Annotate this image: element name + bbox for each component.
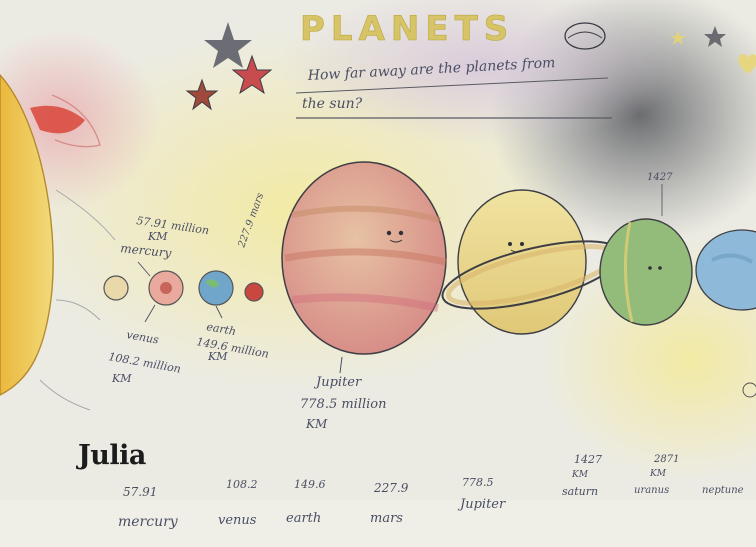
jupiter-unit: KM <box>305 417 328 431</box>
bottom-value-earth: 149.6 <box>294 478 326 491</box>
venus-unit: KM <box>111 372 132 385</box>
star-icon <box>231 54 273 95</box>
bottom-distance-list: 57.91 108.2 149.6 227.9 778.5 1427 KM 28… <box>118 453 744 530</box>
question-line2: the sun? <box>302 96 363 112</box>
bottom-value-jupiter: 778.5 <box>462 476 494 489</box>
pluto-planet <box>742 382 756 398</box>
bottom-value-saturn: 1427 <box>574 453 602 466</box>
jupiter-label: Jupiter <box>313 375 362 390</box>
bottom-value-mercury: 57.91 <box>123 485 157 499</box>
moon-icon <box>564 22 606 50</box>
mars-planet <box>244 282 264 302</box>
neptune-planet <box>695 229 756 311</box>
sun <box>0 73 116 411</box>
bottom-name-neptune: neptune <box>702 485 744 496</box>
violet-wash <box>280 0 680 145</box>
bottom-name-saturn: saturn <box>562 485 598 498</box>
bottom-unit-saturn: KM <box>571 470 589 480</box>
uranus-planet <box>599 218 693 326</box>
saturn-top-distance: 1427 <box>647 172 673 183</box>
question-underline <box>295 77 609 94</box>
jupiter-distance: 778.5 million <box>300 397 387 412</box>
paper-bottom-light <box>0 500 756 547</box>
drawing-title: PLANETS <box>300 9 514 49</box>
bottom-value-uranus: 2871 <box>653 454 679 465</box>
star-icon <box>670 30 686 45</box>
bottom-value-venus: 108.2 <box>226 478 258 491</box>
bottom-name-mercury: mercury <box>118 514 179 530</box>
inner-planets <box>103 261 264 323</box>
stars <box>185 22 756 111</box>
star-icon <box>204 22 252 68</box>
bottom-name-venus: venus <box>218 513 257 528</box>
bottom-value-mars: 227.9 <box>373 481 409 495</box>
bottom-name-uranus: uranus <box>634 485 669 496</box>
bottom-name-jupiter: Jupiter <box>457 497 506 512</box>
jupiter-planet <box>281 161 447 355</box>
star-icon <box>704 26 726 47</box>
earth-planet <box>198 270 234 306</box>
bottom-unit-uranus: KM <box>649 469 667 479</box>
bottom-name-earth: earth <box>286 511 321 526</box>
mercury-label: mercury <box>120 241 173 260</box>
earth-unit: KM <box>207 350 228 363</box>
earth-label: earth <box>205 320 237 338</box>
heart-icon <box>738 54 756 74</box>
bottom-name-mars: mars <box>370 511 403 526</box>
mercury-planet <box>103 275 129 301</box>
yellow-wash-right <box>540 240 756 480</box>
artist-name-caption: Julia <box>78 440 146 471</box>
sun-flame <box>30 105 85 134</box>
venus-label: venus <box>125 328 160 347</box>
mercury-unit: KM <box>147 230 168 243</box>
star-icon <box>185 78 219 111</box>
